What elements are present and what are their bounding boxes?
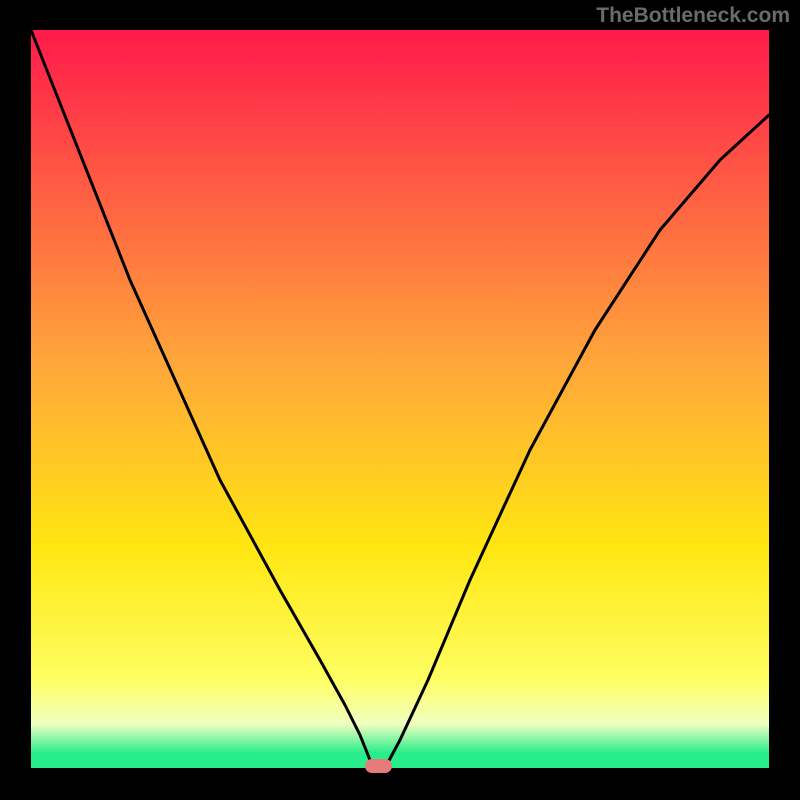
chart-frame: TheBottleneck.com [0,0,800,800]
bottleneck-curve [0,0,800,800]
curve-path [31,30,769,768]
watermark-text: TheBottleneck.com [596,4,790,28]
optimum-marker [365,759,392,773]
